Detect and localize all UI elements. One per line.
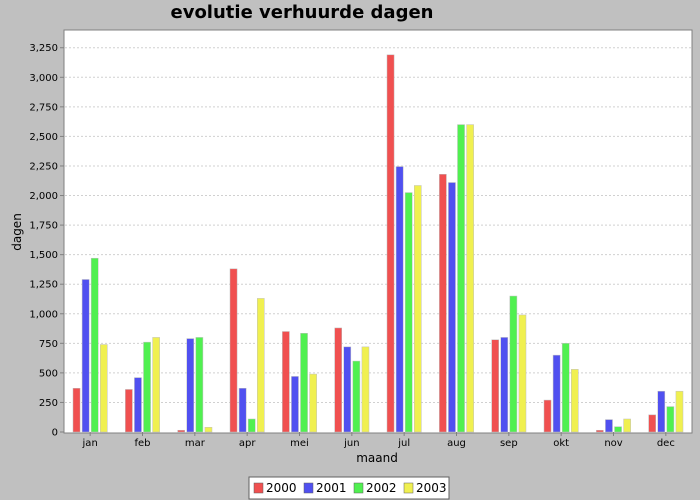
plot-background bbox=[63, 29, 693, 434]
bar bbox=[666, 406, 675, 433]
x-tick-label: apr bbox=[239, 438, 256, 449]
legend-swatch bbox=[253, 482, 264, 494]
bar bbox=[143, 341, 151, 433]
bar bbox=[282, 331, 290, 433]
bar bbox=[257, 298, 265, 433]
legend-label: 2002 bbox=[366, 481, 397, 495]
bar bbox=[605, 419, 613, 433]
bar bbox=[596, 429, 604, 433]
y-tick-label: 2,750 bbox=[29, 102, 58, 113]
legend-box bbox=[248, 476, 450, 500]
bar bbox=[125, 389, 133, 433]
bar bbox=[386, 54, 395, 433]
bar bbox=[457, 124, 465, 433]
y-axis-label: dagen bbox=[10, 213, 24, 251]
y-tick-label: 0 bbox=[52, 428, 58, 439]
bar bbox=[448, 182, 456, 433]
y-tick-label: 1,750 bbox=[29, 221, 58, 232]
x-tick-label: jan bbox=[82, 438, 98, 449]
bar bbox=[439, 173, 447, 433]
y-tick-label: 1,000 bbox=[29, 309, 58, 320]
bar bbox=[614, 426, 622, 433]
bar bbox=[229, 268, 238, 433]
bar bbox=[552, 354, 561, 433]
bar bbox=[134, 377, 142, 433]
bar bbox=[500, 337, 509, 433]
legend-label: 2001 bbox=[316, 481, 347, 495]
bar bbox=[571, 369, 579, 433]
bar bbox=[291, 376, 299, 433]
legend-swatch bbox=[353, 482, 364, 494]
y-tick-label: 1,250 bbox=[29, 280, 58, 291]
x-tick-label: jul bbox=[397, 438, 410, 449]
x-tick-label: mar bbox=[185, 438, 206, 449]
bar bbox=[90, 257, 99, 433]
x-tick-label: okt bbox=[553, 438, 569, 449]
bar bbox=[414, 185, 422, 433]
legend-label: 2000 bbox=[266, 481, 297, 495]
x-tick-label: feb bbox=[134, 438, 150, 449]
x-tick-label: jun bbox=[343, 438, 359, 449]
y-tick-label: 3,250 bbox=[29, 43, 58, 54]
x-tick-label: dec bbox=[657, 438, 675, 449]
y-tick-label: 750 bbox=[39, 339, 58, 350]
y-tick-label: 250 bbox=[39, 398, 58, 409]
x-tick-label: sep bbox=[500, 438, 518, 449]
bar bbox=[309, 373, 317, 433]
bar bbox=[675, 390, 684, 433]
x-axis-label: maand bbox=[356, 451, 398, 465]
bar bbox=[543, 399, 552, 433]
y-tick-label: 2,000 bbox=[29, 191, 58, 202]
x-tick-label: aug bbox=[447, 438, 466, 449]
bar-group bbox=[72, 54, 684, 433]
bar bbox=[509, 295, 518, 433]
bar bbox=[404, 192, 413, 433]
bar bbox=[395, 166, 404, 433]
bar bbox=[177, 429, 186, 433]
bar bbox=[334, 327, 342, 433]
bar bbox=[648, 414, 657, 433]
chart-title: evolutie verhuurde dagen bbox=[171, 2, 434, 23]
bar bbox=[72, 388, 81, 433]
y-tick-label: 500 bbox=[39, 368, 58, 379]
bar bbox=[81, 279, 90, 433]
grid-lines bbox=[65, 47, 691, 403]
x-tick-label: nov bbox=[604, 438, 622, 449]
bar bbox=[238, 388, 247, 433]
bar bbox=[518, 314, 527, 433]
bar bbox=[352, 360, 361, 433]
legend-swatch bbox=[403, 482, 414, 494]
bar bbox=[466, 124, 474, 433]
axes: 0 250 500 750 1,000 1,250 1,500 1,750 2,000 2,250… bbox=[29, 43, 674, 449]
bar bbox=[100, 344, 108, 433]
bar bbox=[195, 337, 204, 433]
y-tick-label: 2,250 bbox=[29, 161, 58, 172]
bar bbox=[361, 346, 370, 433]
legend: 2000 2001 2002 2003 bbox=[248, 476, 450, 500]
bar bbox=[204, 427, 213, 433]
y-tick-label: 3,000 bbox=[29, 73, 58, 84]
bar bbox=[561, 343, 570, 433]
y-tick-label: 1,500 bbox=[29, 250, 58, 261]
bar bbox=[152, 337, 160, 433]
bar bbox=[186, 338, 195, 433]
bar bbox=[343, 346, 352, 433]
legend-label: 2003 bbox=[416, 481, 447, 495]
bar bbox=[247, 418, 256, 433]
bar bbox=[491, 339, 499, 433]
bar bbox=[657, 390, 666, 433]
x-tick-label: mei bbox=[290, 438, 309, 449]
bar bbox=[300, 333, 308, 433]
legend-swatch bbox=[303, 482, 314, 494]
y-tick-label: 2,500 bbox=[29, 132, 58, 143]
bar bbox=[623, 418, 631, 433]
